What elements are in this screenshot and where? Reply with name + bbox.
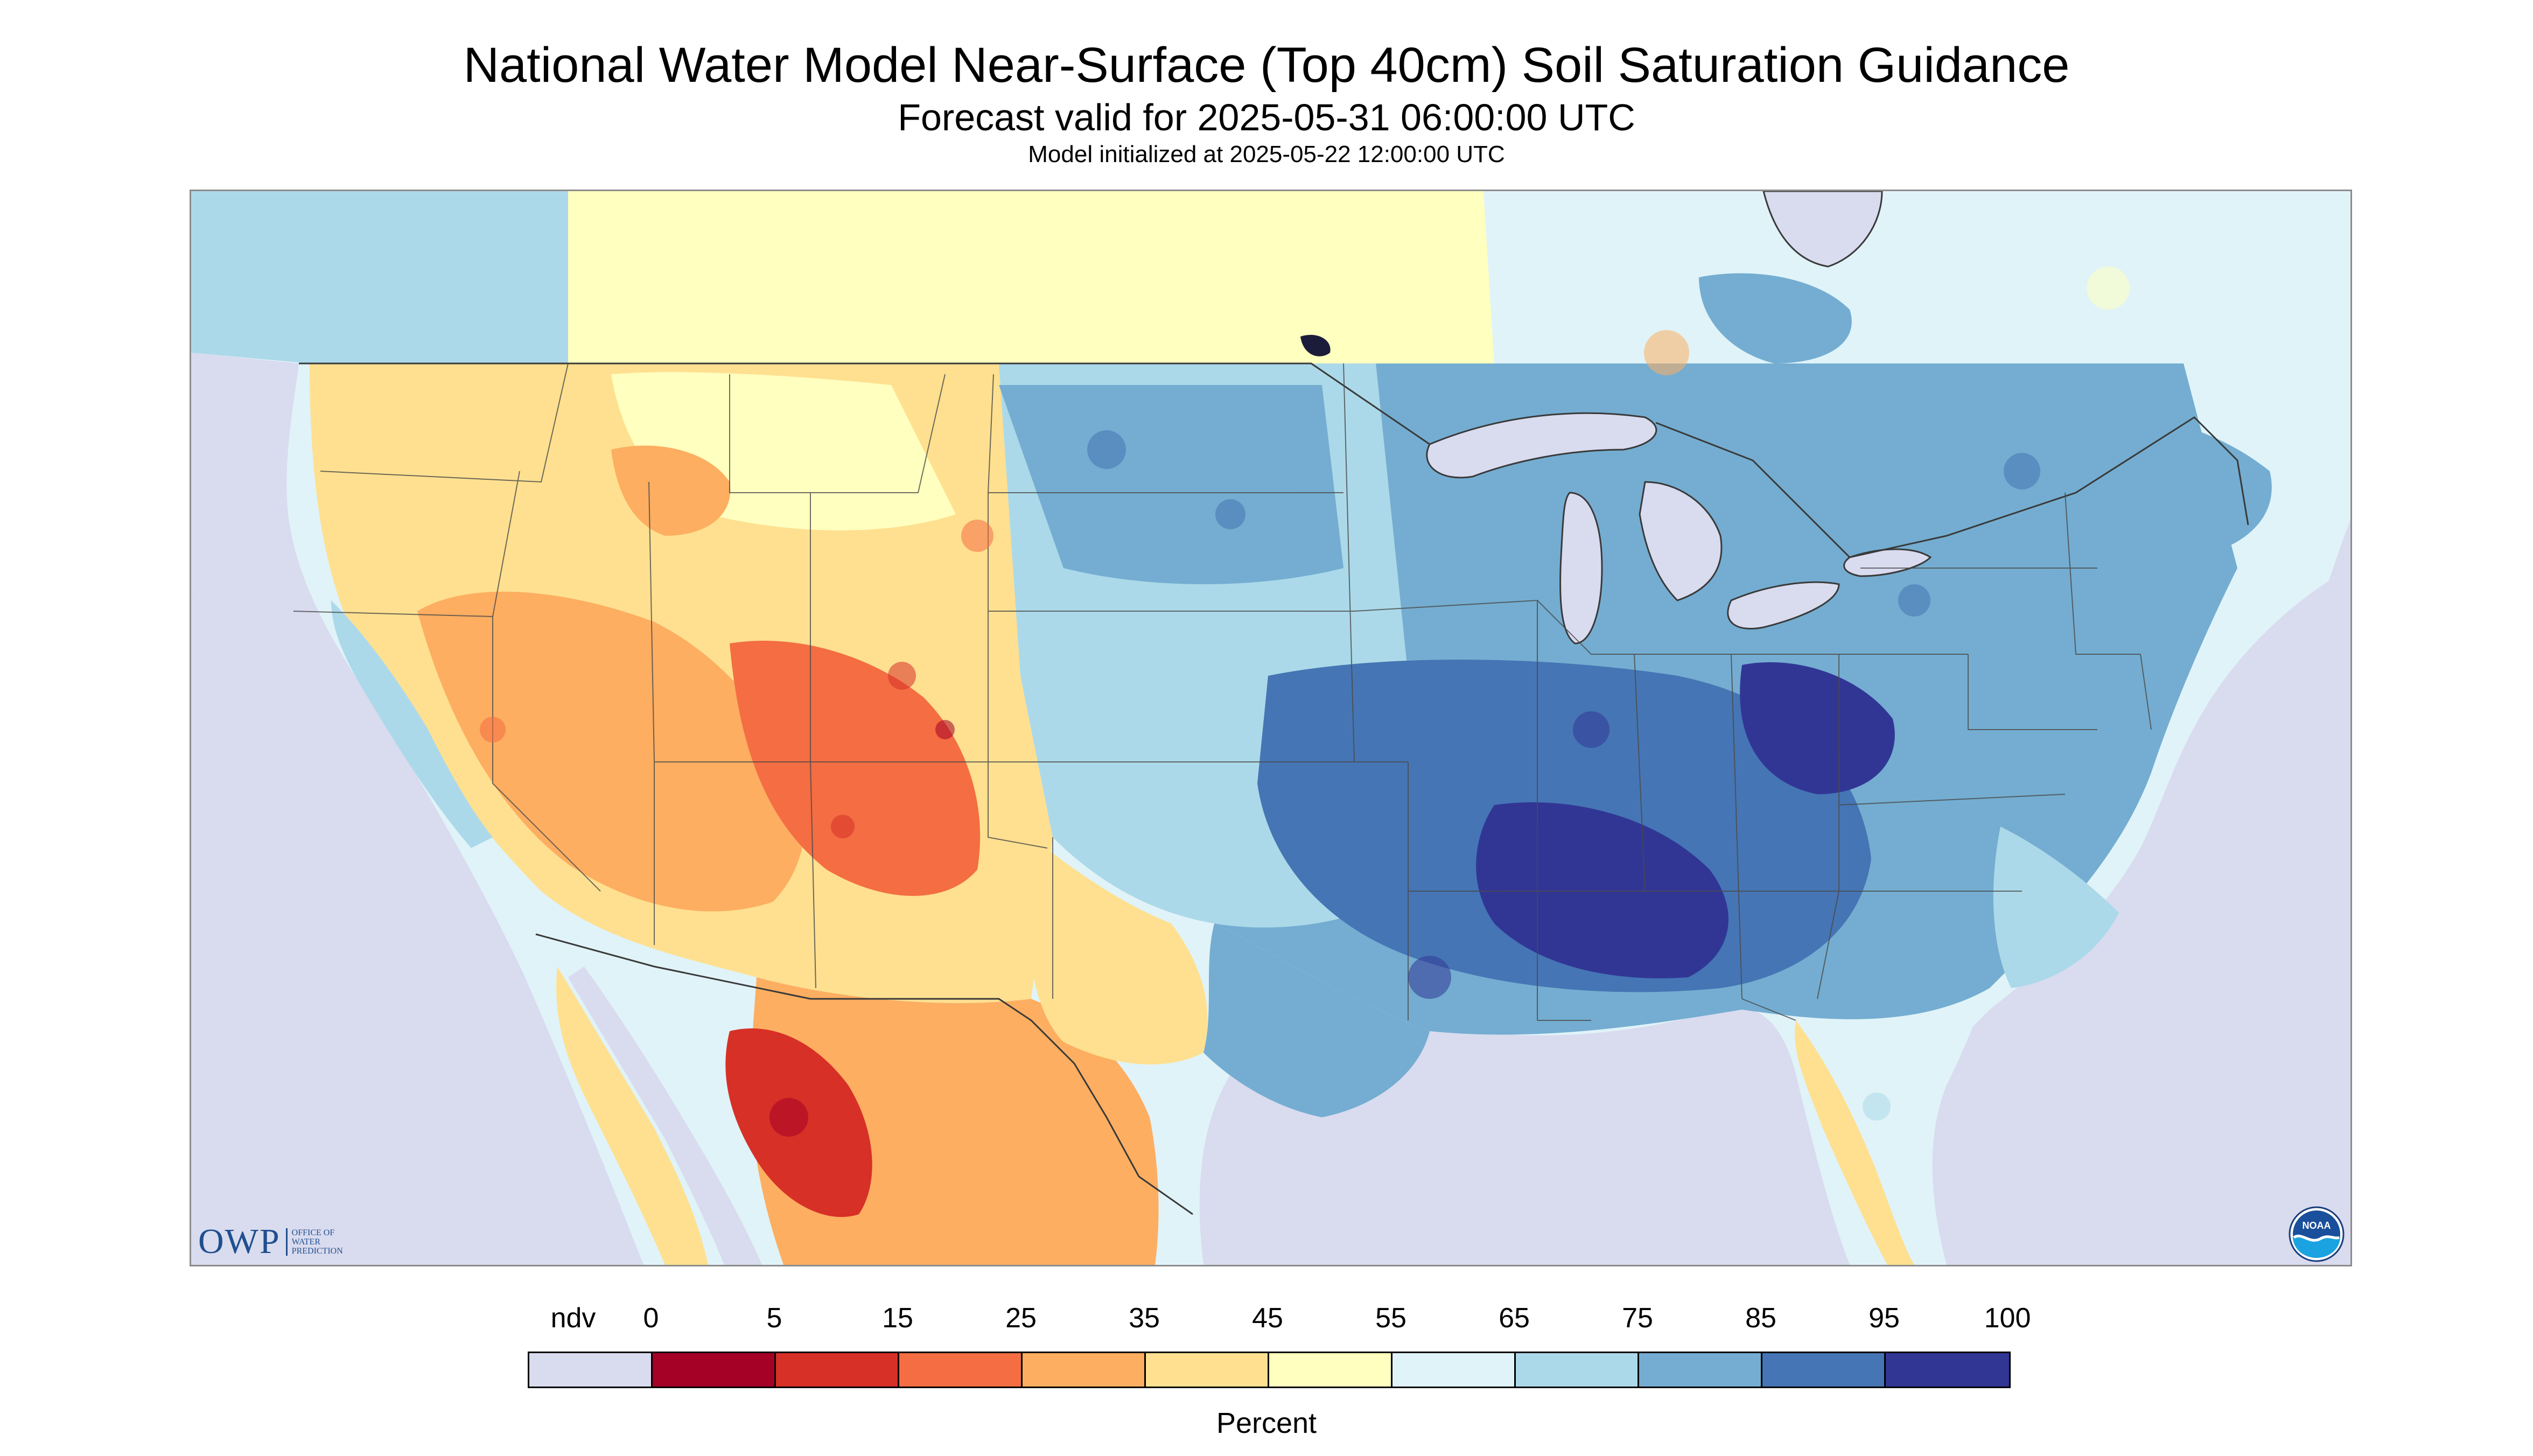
florida-peninsula — [1795, 1020, 1914, 1265]
legend-tick-label: 65 — [1499, 1303, 1530, 1334]
legend-tick-label: 95 — [1869, 1303, 1900, 1334]
legend-swatch — [1023, 1353, 1146, 1387]
ohio-valley-darkest — [1740, 662, 1895, 794]
soil-saturation-map — [190, 190, 2352, 1266]
four-corners-orange — [730, 640, 981, 896]
map-title: National Water Model Near-Surface (Top 4… — [463, 38, 2070, 93]
quebec-blue — [1699, 273, 1852, 363]
model-init-line: Model initialized at 2025-05-22 12:00:00… — [1028, 141, 1505, 167]
legend-swatch — [1886, 1353, 2009, 1387]
baja-yellow — [556, 967, 708, 1265]
pacific-ocean — [191, 353, 643, 1265]
idaho-orange — [611, 445, 731, 536]
texas-west-yellow — [1027, 837, 1208, 1065]
legend-swatch — [1146, 1353, 1269, 1387]
california-valley — [331, 600, 493, 848]
legend-swatch — [776, 1353, 899, 1387]
noaa-logo-text: NOAA — [2303, 1220, 2331, 1231]
lake-michigan — [1559, 492, 1603, 645]
dakotas-blue — [999, 385, 1344, 584]
legend-tick-label: 100 — [1984, 1303, 2031, 1334]
legend-tick-label: 5 — [766, 1303, 782, 1334]
legend-tick-label: 25 — [1005, 1303, 1037, 1334]
legend-swatch — [1762, 1353, 1886, 1387]
owp-logo-subtext: OFFICE OF WATER PREDICTION — [285, 1228, 343, 1256]
legend-swatch — [1269, 1353, 1393, 1387]
lake-superior — [1426, 412, 1657, 479]
lake-of-the-woods — [1300, 334, 1331, 356]
legend-labels: ndv 0 5 15 25 35 45 55 65 75 85 95 100 — [0, 1302, 2533, 1340]
legend-tick-label: 35 — [1129, 1303, 1160, 1334]
great-basin-orange — [417, 591, 806, 912]
canada-prairies-yellow — [568, 191, 1494, 363]
country-borders — [299, 362, 2249, 1215]
legend-swatch — [529, 1353, 653, 1387]
carolinas-light — [1993, 827, 2119, 988]
legend-swatch — [653, 1353, 776, 1387]
legend-tick-label: 55 — [1375, 1303, 1407, 1334]
owp-logo: OWP OFFICE OF WATER PREDICTION — [198, 1221, 343, 1262]
legend-colorbar — [528, 1352, 2011, 1388]
southeast-coast-light — [1807, 988, 1990, 1265]
legend-tick-label: 15 — [882, 1303, 913, 1334]
legend-swatch — [1639, 1353, 1762, 1387]
gulf-of-california — [568, 967, 762, 1265]
state-boundaries — [293, 363, 2152, 1021]
texas-east-blue — [1203, 923, 1430, 1117]
legend-tick-label: 75 — [1622, 1303, 1653, 1334]
legend-swatch — [899, 1353, 1023, 1387]
legend-tick-label: 45 — [1252, 1303, 1283, 1334]
map-canvas — [191, 191, 2350, 1265]
texture-dots — [480, 267, 2130, 1137]
legend-tick-label: 0 — [643, 1303, 659, 1334]
james-bay — [1762, 191, 1883, 268]
forecast-valid-line: Forecast valid for 2025-05-31 06:00:00 U… — [898, 96, 1635, 138]
legend-swatch — [1516, 1353, 1639, 1387]
lower-mississippi-darkest — [1476, 802, 1729, 978]
new-england-blue — [2076, 414, 2272, 557]
lake-ontario — [1843, 548, 1932, 577]
lake-huron — [1639, 481, 1723, 601]
lake-erie — [1727, 581, 1840, 630]
legend-tick-label: ndv — [550, 1303, 596, 1334]
canada-east-light — [1484, 191, 2350, 520]
atlantic-ocean — [1920, 520, 2350, 1265]
noaa-logo: NOAA — [2289, 1206, 2345, 1262]
canada-west-mixed — [191, 191, 568, 363]
legend-units: Percent — [1216, 1407, 1317, 1439]
legend-swatch — [1393, 1353, 1516, 1387]
legend-tick-label: 85 — [1745, 1303, 1776, 1334]
owp-logo-text: OWP — [198, 1222, 281, 1261]
